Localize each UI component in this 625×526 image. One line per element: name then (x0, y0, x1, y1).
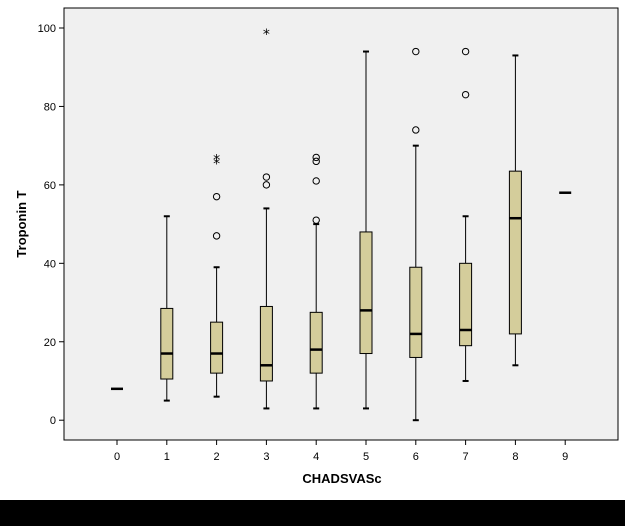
outlier-point (262, 181, 271, 189)
box (160, 307, 174, 380)
box (508, 170, 522, 335)
box-marks: *** (111, 27, 572, 422)
y-tick-label: 20 (44, 337, 56, 349)
box (259, 305, 273, 382)
x-axis: 0 1 2 3 4 5 6 7 8 9 (114, 440, 568, 463)
x-tick-label: 2 (214, 451, 220, 463)
outlier-point (461, 47, 470, 56)
outlier-point (312, 216, 320, 224)
outlier-point (312, 177, 320, 185)
box-group-7 (459, 47, 473, 382)
y-axis-title: Troponin T (14, 190, 29, 257)
box-group-8 (508, 54, 522, 367)
x-tick-label: 4 (313, 451, 319, 463)
y-tick-label: 80 (44, 101, 56, 113)
box (309, 311, 323, 374)
y-tick-label: 60 (44, 180, 56, 192)
box-group-2: ** (210, 152, 224, 398)
extreme-point: * (213, 156, 220, 172)
extreme-point: * (263, 27, 270, 43)
outlier-point (212, 192, 221, 201)
box (210, 321, 224, 374)
outlier-point (461, 90, 470, 99)
y-tick-label: 0 (50, 415, 56, 427)
x-tick-label: 8 (512, 451, 518, 463)
box-group-6 (409, 47, 423, 422)
x-tick-label: 7 (463, 451, 469, 463)
extreme-point: * (213, 152, 220, 168)
x-tick-label: 1 (164, 451, 170, 463)
outlier-point (212, 232, 221, 240)
bottom-black-bar (0, 500, 625, 526)
x-tick-label: 9 (562, 451, 568, 463)
box (409, 266, 423, 358)
plot-area (63, 7, 619, 441)
outlier-point (312, 157, 320, 166)
y-axis: 0 20 40 60 80 100 (38, 23, 64, 427)
y-tick-label: 100 (38, 23, 56, 35)
x-tick-label: 6 (413, 451, 419, 463)
box (459, 262, 473, 347)
box-group-1 (160, 215, 174, 402)
outlier-point (412, 47, 420, 56)
outlier-point (262, 173, 271, 181)
outlier-point (412, 126, 420, 134)
x-axis-title: CHADSVASc (302, 471, 381, 486)
box (359, 231, 373, 355)
x-tick-label: 3 (263, 451, 269, 463)
box-group-3: * (259, 27, 273, 410)
x-tick-label: 0 (114, 451, 120, 463)
box-group-5 (359, 50, 373, 410)
x-tick-label: 5 (363, 451, 369, 463)
y-tick-label: 40 (44, 258, 56, 270)
box-group-4 (309, 153, 323, 410)
outlier-point (312, 153, 320, 162)
